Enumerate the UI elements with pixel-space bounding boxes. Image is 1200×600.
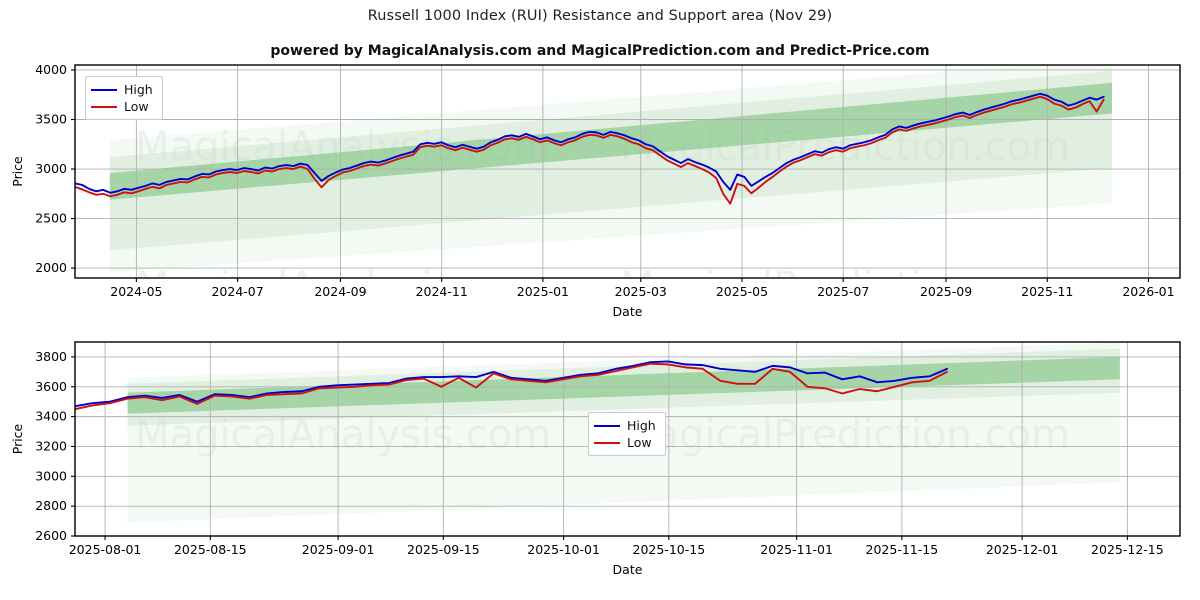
x-tick-label: 2025-09-15	[407, 542, 480, 557]
x-tick-label: 2025-09-01	[302, 542, 375, 557]
x-tick-label: 2025-10-15	[633, 542, 706, 557]
x-tick-label: 2025-01	[517, 284, 569, 299]
series-line-high	[75, 360, 948, 408]
x-tick-label: 2024-09	[314, 284, 366, 299]
grid-group	[75, 65, 1180, 278]
y-tick-label: 3800	[35, 349, 67, 364]
band-inner	[109, 82, 1113, 200]
watermark-group: MagicalAnalysis.com MagicalPrediction.com	[135, 412, 1070, 458]
y-tick-label: 3000	[35, 468, 67, 483]
x-tick-label: 2024-05	[110, 284, 162, 299]
top-chart-svg: MagicalAnalysis.com MagicalPrediction.com…	[10, 62, 1181, 319]
bottom-chart-legend: High Low	[588, 412, 666, 456]
y-tick-label: 4000	[35, 62, 67, 77]
x-tick-label: 2025-12-01	[986, 542, 1059, 557]
legend-label-low: Low	[124, 98, 149, 114]
page-subtitle: powered by MagicalAnalysis.com and Magic…	[270, 43, 930, 59]
legend-label-low: Low	[627, 434, 652, 450]
x-tick-label: 2026-01	[1122, 284, 1174, 299]
y-tick-label: 2600	[35, 528, 67, 543]
watermark-text: MagicalAnalysis.com	[135, 264, 551, 310]
x-tick-label: 2025-11-15	[866, 542, 939, 557]
x-tick-label: 2025-11-01	[760, 542, 833, 557]
y-tick-label: 2800	[35, 498, 67, 513]
watermark-text: MagicalAnalysis.com	[135, 412, 551, 458]
x-tick-label: 2025-10-01	[527, 542, 600, 557]
x-tick-label: 2025-07	[817, 284, 869, 299]
legend-row-high: High	[594, 417, 658, 434]
x-tick-label: 2025-12-15	[1091, 542, 1164, 557]
band-group	[109, 65, 1113, 273]
legend-swatch-high	[91, 88, 117, 91]
series-line-low	[75, 95, 1105, 205]
x-tick-label: 2025-11	[1021, 284, 1073, 299]
x-tick-label: 2024-07	[211, 284, 263, 299]
bottom-chart-panel: MagicalAnalysis.com MagicalPrediction.com…	[0, 320, 1200, 600]
y-axis-label: Price	[10, 156, 25, 187]
band-inner	[127, 356, 1120, 414]
x-tick-label: 2025-03	[615, 284, 667, 299]
watermark-text: MagicalPrediction.com	[620, 412, 1070, 458]
watermark-text: MagicalPrediction.com	[620, 264, 1070, 310]
x-tick-label: 2024-11	[416, 284, 468, 299]
top-chart-panel: MagicalAnalysis.com MagicalPrediction.com…	[10, 62, 1181, 319]
page-title: Russell 1000 Index (RUI) Resistance and …	[367, 8, 833, 24]
legend-label-high: High	[124, 81, 153, 97]
x-axis-label: Date	[613, 304, 643, 319]
y-tick-label: 2500	[35, 211, 67, 226]
legend-swatch-high	[594, 424, 620, 427]
bottom-chart-svg: MagicalAnalysis.com MagicalPrediction.com…	[10, 341, 1181, 577]
x-tick-label: 2025-05	[716, 284, 768, 299]
y-tick-label: 3500	[35, 111, 67, 126]
x-tick-label: 2025-08-15	[174, 542, 247, 557]
y-tick-label: 3200	[35, 438, 67, 453]
x-axis-label: Date	[613, 562, 643, 577]
legend-row-low: Low	[594, 434, 658, 451]
legend-row-low: Low	[91, 98, 155, 115]
top-chart-legend: High Low	[85, 76, 163, 120]
y-axis-label: Price	[10, 423, 25, 454]
y-tick-label: 3600	[35, 379, 67, 394]
x-tick-label: 2025-08-01	[69, 542, 142, 557]
axis-frame	[74, 341, 1181, 537]
legend-swatch-low	[594, 441, 620, 444]
series-line-low	[75, 362, 948, 411]
y-tick-label: 2000	[35, 260, 67, 275]
legend-row-high: High	[91, 81, 155, 98]
legend-swatch-low	[91, 105, 117, 108]
x-tick-label: 2025-09	[920, 284, 972, 299]
legend-label-high: High	[627, 417, 656, 433]
y-tick-label: 3000	[35, 161, 67, 176]
axis-frame	[74, 64, 1181, 279]
y-tick-label: 3400	[35, 409, 67, 424]
series-line-high	[75, 92, 1105, 194]
grid-group	[75, 342, 1180, 537]
